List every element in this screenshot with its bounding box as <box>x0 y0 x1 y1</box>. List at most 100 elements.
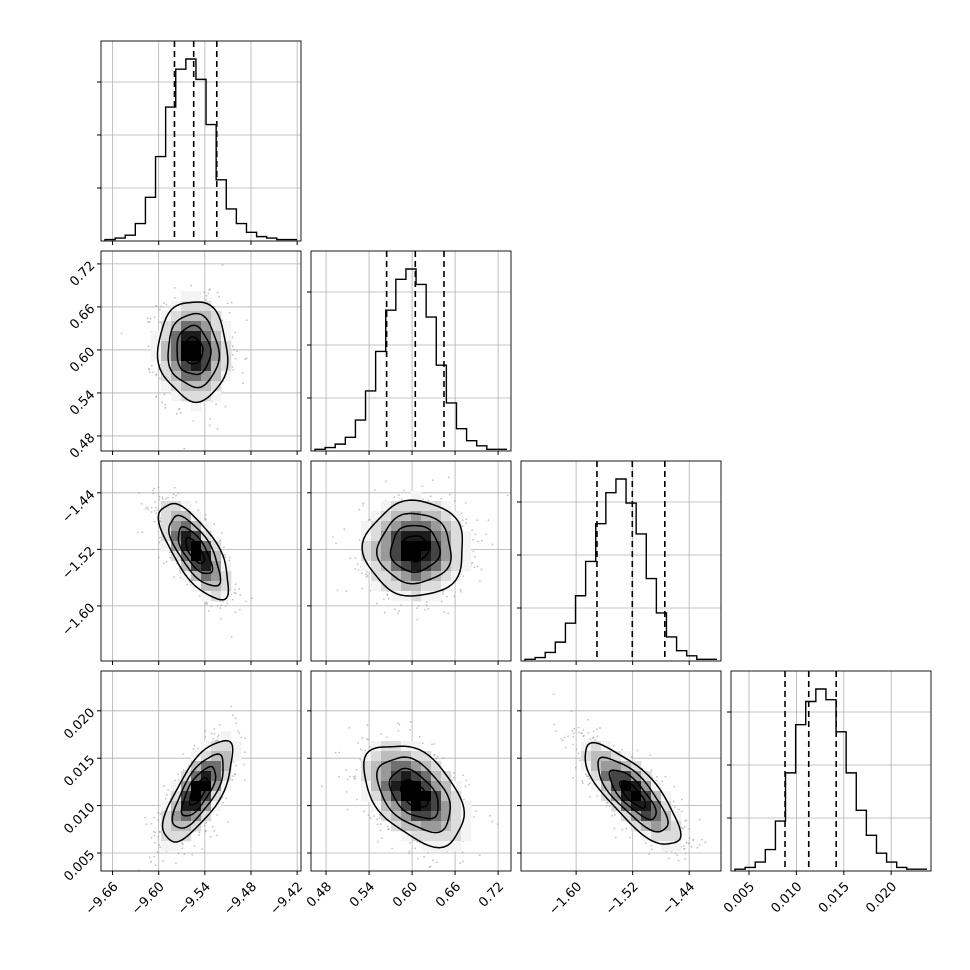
density-cell <box>171 541 182 552</box>
density-cell <box>181 801 192 812</box>
scatter-point <box>227 821 229 823</box>
scatter-point <box>213 733 216 735</box>
panel-frame <box>730 670 932 872</box>
density-cell <box>401 511 412 522</box>
scatter-point <box>239 608 241 611</box>
density-cell <box>191 811 202 822</box>
scatter-point <box>234 583 237 586</box>
density-cell <box>191 781 202 792</box>
scatter-point <box>234 331 237 334</box>
scatter-point <box>423 855 425 858</box>
density-cell <box>181 771 192 782</box>
density-cell <box>401 561 412 572</box>
scatter-point <box>154 501 157 503</box>
density-cell <box>391 801 402 812</box>
density-cell <box>221 591 232 602</box>
scatter-point <box>154 864 157 867</box>
scatter-point <box>416 618 419 621</box>
scatter-point <box>491 543 494 546</box>
scatter-point <box>163 302 165 304</box>
scatter-point <box>354 777 357 780</box>
scatter-point <box>151 371 154 374</box>
scatter-point <box>447 612 449 615</box>
scatter-point <box>391 847 393 850</box>
scatter-point <box>447 476 450 479</box>
density-cell <box>421 561 432 572</box>
scatter-point <box>453 595 456 598</box>
scatter-point <box>356 563 359 566</box>
scatter-point <box>145 823 148 826</box>
scatter-point <box>440 497 443 500</box>
scatter-point <box>195 501 198 503</box>
scatter-point <box>354 557 357 560</box>
scatter-point <box>157 819 160 821</box>
density-cell <box>381 741 392 752</box>
scatter-point <box>425 604 428 606</box>
scatter-point <box>480 568 483 571</box>
scatter-point <box>165 303 168 306</box>
scatter-point <box>177 773 179 776</box>
scatter-point <box>354 775 357 777</box>
scatter-point <box>232 761 235 763</box>
panel-frame <box>310 250 512 452</box>
density-cell <box>161 521 172 532</box>
scatter-point <box>161 498 164 500</box>
density-cell <box>201 561 212 572</box>
density-cell <box>171 811 182 822</box>
density-cell <box>411 571 422 582</box>
density-cell <box>171 331 182 342</box>
scatter-point <box>190 284 193 287</box>
density-cell <box>161 531 172 542</box>
density-cell <box>401 531 412 542</box>
density-cell <box>181 361 192 372</box>
density-cell <box>201 391 212 402</box>
scatter-point <box>181 847 184 850</box>
density-2-0 <box>136 486 253 638</box>
density-cell <box>191 751 202 762</box>
density-cell <box>421 531 432 542</box>
scatter-point <box>361 737 364 739</box>
scatter-point <box>433 743 436 745</box>
scatter-point <box>378 817 381 820</box>
density-cell <box>171 341 182 352</box>
scatter-point <box>377 840 379 843</box>
density-cell <box>381 771 392 782</box>
scatter-point <box>159 812 162 815</box>
density-cell <box>211 791 222 802</box>
scatter-point <box>343 528 346 531</box>
scatter-point <box>453 500 456 502</box>
scatter-point <box>468 783 471 786</box>
scatter-point <box>148 371 151 374</box>
scatter-point <box>491 820 494 823</box>
scatter-point <box>157 556 160 559</box>
density-cell <box>221 581 232 592</box>
scatter-point <box>179 576 182 579</box>
density-cell <box>191 351 202 362</box>
scatter-point <box>146 317 149 320</box>
histogram-0 <box>104 58 297 241</box>
density-cell <box>171 531 182 542</box>
scatter-point <box>345 791 348 793</box>
contour-1-0-3 <box>156 301 229 404</box>
density-cell <box>181 511 192 522</box>
scatter-point <box>408 852 410 855</box>
density-cell <box>181 391 192 402</box>
density-cell <box>211 331 222 342</box>
scatter-point <box>383 611 386 614</box>
density-cell <box>421 501 432 512</box>
density-cell <box>211 591 222 602</box>
density-cell <box>401 781 412 792</box>
density-cell <box>401 761 412 772</box>
density-cell <box>411 551 422 562</box>
density-cell <box>151 331 162 342</box>
density-cell <box>171 311 182 322</box>
scatter-point <box>378 813 381 816</box>
density-cell <box>421 571 432 582</box>
density-cell <box>221 371 232 382</box>
scatter-point <box>432 859 434 862</box>
density-cell <box>391 521 402 532</box>
scatter-point <box>174 779 176 782</box>
density-cell <box>411 511 422 522</box>
scatter-point <box>357 569 360 571</box>
scatter-point <box>144 507 147 510</box>
